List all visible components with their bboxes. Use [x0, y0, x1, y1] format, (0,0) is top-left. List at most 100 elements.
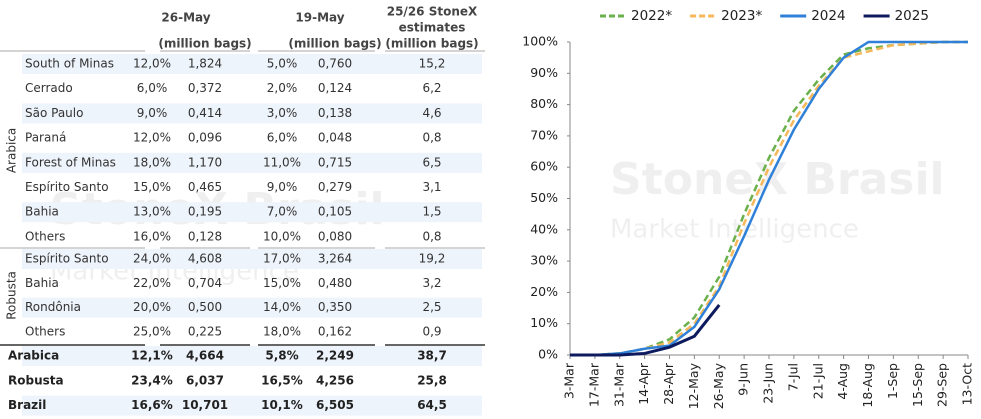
cell: 64,5 — [417, 398, 447, 412]
cell: 1,824 — [188, 57, 222, 71]
x-tick-label: 18-Aug — [860, 363, 875, 408]
cell: 5,0% — [267, 57, 298, 71]
series-line — [570, 40, 968, 357]
row-shade — [22, 395, 482, 416]
x-tick-label: 28-Apr — [661, 362, 676, 405]
cell: 0,8 — [422, 131, 441, 145]
row-label: Others — [25, 324, 65, 338]
y-tick-label: 80% — [530, 96, 558, 111]
header-week2: 19-May — [295, 11, 344, 25]
cell: 0,105 — [318, 205, 352, 219]
cell: 18,0% — [133, 155, 171, 169]
cell: 12,0% — [133, 131, 171, 145]
cell: 1,5 — [422, 205, 441, 219]
row-label: Espírito Santo — [25, 180, 109, 194]
cell: 6,0% — [267, 131, 298, 145]
y-tick-label: 40% — [530, 221, 558, 236]
series-line — [570, 303, 721, 357]
cell: 13,0% — [133, 205, 171, 219]
x-tick-label: 23-Jun — [761, 363, 776, 404]
cell: 25,8 — [417, 373, 447, 387]
y-tick-label: 100% — [522, 34, 558, 49]
cell: 20,0% — [133, 300, 171, 314]
cell: 2,0% — [267, 81, 298, 95]
cell: 14,0% — [263, 300, 301, 314]
cell: 0,162 — [318, 324, 352, 338]
y-tick-label: 30% — [530, 253, 558, 268]
cell: 3,264 — [318, 252, 352, 266]
cell: 4,256 — [316, 373, 354, 387]
y-tick-label: 50% — [530, 190, 558, 205]
cell: 9,0% — [137, 106, 168, 120]
cell: 16,6% — [131, 398, 173, 412]
cell: 10,701 — [182, 398, 228, 412]
cell: 2,5 — [422, 300, 441, 314]
legend-label: 2024 — [811, 8, 845, 24]
cell: 0,195 — [188, 205, 222, 219]
cell: 0,096 — [188, 131, 222, 145]
cell: 25,0% — [133, 324, 171, 338]
y-tick-label: 20% — [530, 284, 558, 299]
cell: 15,2 — [419, 57, 446, 71]
cell: 11,0% — [263, 155, 301, 169]
row-shade — [22, 54, 482, 74]
cell: 4,6 — [422, 106, 441, 120]
legend-label: 2023* — [721, 8, 762, 24]
y-tick-label: 90% — [530, 65, 558, 80]
cell: 0,715 — [318, 155, 352, 169]
header-estimate: (million bags) — [385, 37, 478, 51]
row-label: Bahia — [25, 276, 59, 290]
x-tick-label: 4-Aug — [835, 363, 850, 400]
cell: 0,8 — [422, 229, 441, 243]
cell: 22,0% — [133, 276, 171, 290]
header-estimate: estimates — [399, 21, 466, 35]
row-label: Espírito Santo — [25, 252, 109, 266]
row-shade — [22, 202, 482, 223]
cell: 0,225 — [188, 324, 222, 338]
cell: 1,170 — [188, 155, 222, 169]
cell: 5,8% — [265, 349, 298, 363]
header-estimate: 25/26 StoneX — [387, 5, 478, 19]
row-label: Forest of Minas — [25, 155, 116, 169]
row-shade — [22, 297, 482, 318]
header-unit: (million bags) — [158, 37, 251, 51]
x-tick-label: 26-May — [711, 362, 726, 409]
x-tick-label: 12-May — [686, 362, 701, 409]
cell: 7,0% — [267, 205, 298, 219]
x-tick-label: 14-Apr — [636, 362, 651, 405]
row-label: Bahia — [25, 205, 59, 219]
y-tick-label: 60% — [530, 159, 558, 174]
cell: 6,2 — [422, 81, 441, 95]
y-tick-label: 0% — [538, 347, 558, 362]
cell: 0,124 — [318, 81, 352, 95]
row-label: Robusta — [8, 373, 64, 387]
cell: 24,0% — [133, 252, 171, 266]
x-tick-label: 17-Mar — [586, 362, 601, 407]
x-tick-label: 7-Jul — [785, 363, 800, 391]
cell: 4,608 — [188, 252, 222, 266]
cell: 0,372 — [188, 81, 222, 95]
cell: 0,279 — [318, 180, 352, 194]
cell: 6,0% — [137, 81, 168, 95]
x-tick-label: 3-Mar — [562, 362, 577, 399]
cell: 9,0% — [267, 180, 298, 194]
x-tick-label: 31-Mar — [611, 362, 626, 407]
cell: 0,9 — [422, 324, 441, 338]
x-tick-label: 21-Jul — [810, 363, 825, 399]
legend-label: 2025 — [895, 8, 929, 24]
cell: 0,760 — [318, 57, 352, 71]
row-label: Arabica — [8, 349, 59, 363]
row-label: Paraná — [25, 131, 66, 145]
cell: 17,0% — [263, 252, 301, 266]
cell: 12,0% — [133, 57, 171, 71]
cell: 10,0% — [263, 229, 301, 243]
cell: 0,414 — [188, 106, 222, 120]
cell: 15,0% — [263, 276, 301, 290]
row-label: South of Minas — [25, 57, 114, 71]
group-label: Robusta — [5, 271, 19, 320]
group-label: Arabica — [5, 128, 19, 173]
cell: 0,704 — [188, 276, 222, 290]
cell: 0,500 — [188, 300, 222, 314]
x-tick-label: 1-Sep — [885, 363, 900, 399]
row-label: Others — [25, 229, 65, 243]
